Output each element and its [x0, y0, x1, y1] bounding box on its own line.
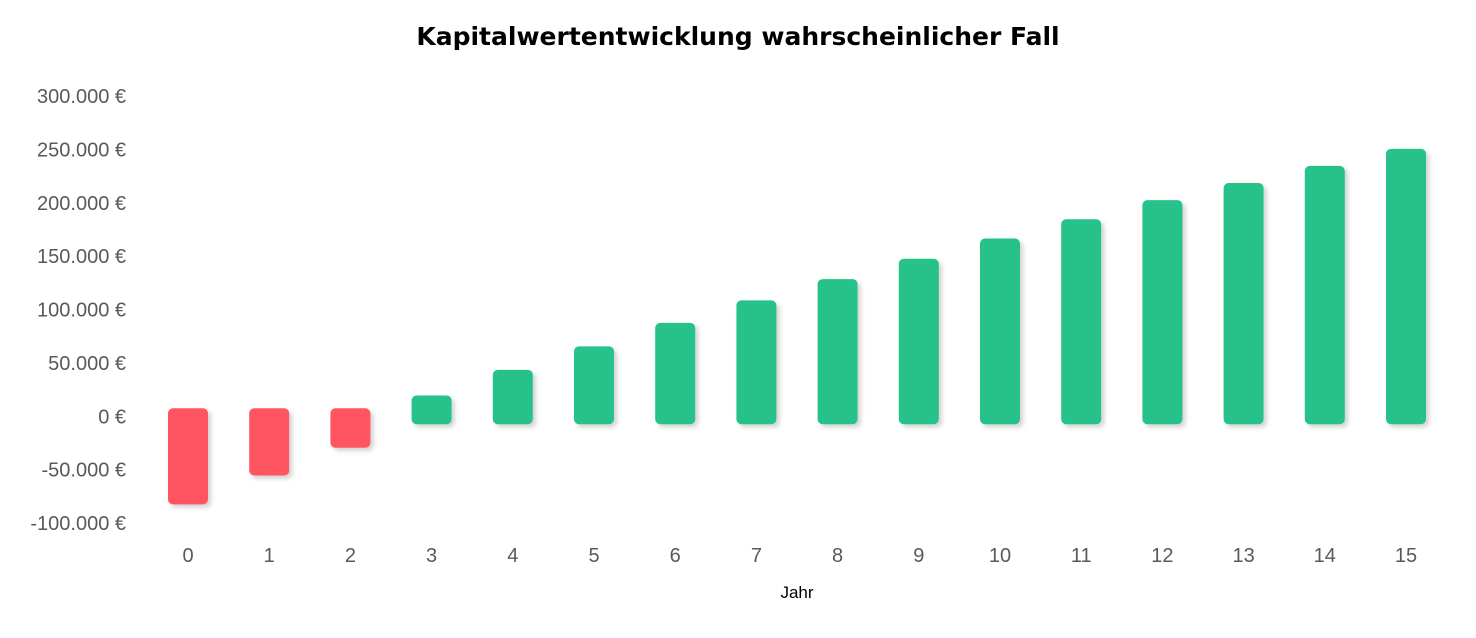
x-tick-label: 15 [1395, 545, 1417, 567]
bar-year-13 [1223, 183, 1264, 425]
y-tick-label: -100.000 € [30, 513, 126, 535]
x-tick-label: 5 [588, 545, 599, 567]
x-tick-label: 9 [913, 545, 924, 567]
y-tick-label: 150.000 € [37, 246, 126, 268]
x-tick-label: 1 [264, 545, 275, 567]
bar-year-15 [1386, 148, 1426, 425]
y-tick-label: 100.000 € [37, 300, 126, 322]
bar-year-3 [411, 395, 452, 425]
x-tick-label: 0 [182, 545, 193, 567]
x-tick-label: 8 [832, 545, 843, 567]
x-tick-label: 10 [989, 545, 1011, 567]
bars [168, 148, 1426, 505]
chart-title: Kapitalwertentwicklung wahrscheinlicher … [416, 22, 1060, 51]
bar-year-4 [492, 369, 533, 425]
y-axis: 300.000 € 250.000 € 200.000 € 150.000 € 100.… [30, 86, 126, 535]
bar-year-9 [898, 258, 939, 425]
x-tick-label: 4 [507, 545, 518, 567]
y-tick-label: 250.000 € [37, 139, 126, 161]
bar-year-10 [980, 238, 1020, 425]
bar-year-2 [330, 408, 371, 448]
x-axis-title: Jahr [780, 583, 813, 602]
x-tick-label: 6 [670, 545, 681, 567]
bar-year-5 [574, 346, 614, 425]
x-tick-label: 2 [345, 545, 356, 567]
y-tick-label: 50.000 € [48, 353, 126, 375]
bar-year-1 [249, 408, 290, 476]
x-tick-label: 11 [1071, 545, 1092, 567]
bar-year-12 [1142, 200, 1183, 425]
bar-year-6 [655, 322, 696, 425]
y-tick-label: 300.000 € [37, 86, 126, 108]
y-tick-label: -50.000 € [41, 460, 126, 482]
bar-year-11 [1061, 219, 1102, 425]
bar-year-0 [168, 408, 208, 505]
x-tick-label: 12 [1151, 545, 1173, 567]
x-tick-label: 14 [1314, 545, 1336, 567]
bar-year-14 [1304, 165, 1345, 425]
bar-year-8 [817, 279, 858, 425]
x-axis: 0 1 2 3 4 5 6 7 8 9 10 11 12 13 14 15 [182, 545, 1417, 567]
x-tick-label: 13 [1232, 545, 1254, 567]
y-tick-label: 200.000 € [37, 193, 126, 215]
bar-year-7 [736, 300, 777, 425]
y-tick-label: 0 € [98, 406, 126, 428]
x-tick-label: 7 [751, 545, 762, 567]
x-tick-label: 3 [426, 545, 437, 567]
